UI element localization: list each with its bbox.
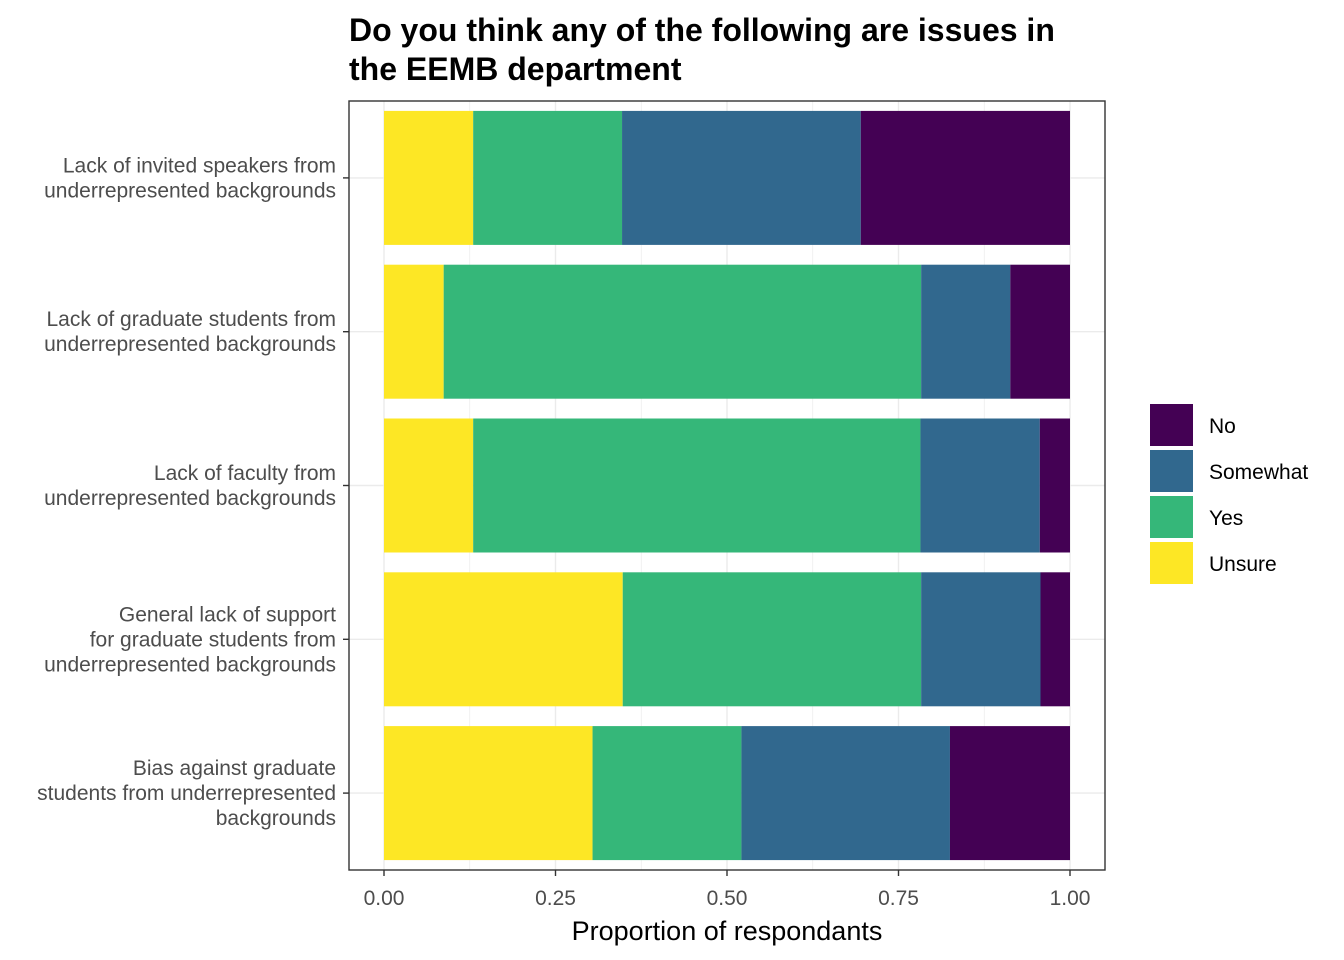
legend-label-somewhat: Somewhat [1209,461,1308,484]
chart-title-line: the EEMB department [349,51,682,87]
legend-key-unsure [1150,542,1193,584]
category-label-line: Lack of invited speakers from [63,154,336,177]
bar-segment-somewhat [741,726,950,861]
bars-group [384,110,1070,861]
bar-segment-no [1040,572,1070,707]
bar-segment-somewhat [921,264,1011,399]
category-label: Lack of graduate students from underrepre… [44,308,336,356]
chart-title: Do you think any of the following are is… [349,12,1055,87]
legend-key-somewhat [1150,450,1193,492]
x-tick-label: 1.00 [1050,887,1091,910]
category-label-line: underrepresented backgrounds [44,179,336,202]
legend-label-yes: Yes [1209,507,1243,530]
bar-segment-no [1010,264,1070,399]
bar-segment-yes [473,110,623,245]
bar-segment-unsure [384,418,474,553]
category-label: Bias against graduate students from under… [37,757,336,830]
bar-segment-no [860,110,1070,245]
x-tick-label: 0.00 [364,887,405,910]
bar-segment-unsure [384,726,593,861]
chart-title-line: Do you think any of the following are is… [349,12,1055,48]
bar-segment-no [1039,418,1070,553]
category-label-line: for graduate students from [90,628,336,651]
category-label-line: Lack of graduate students from [47,308,337,331]
bar-segment-somewhat [622,110,861,245]
x-axis-ticks: 0.00 0.25 0.50 0.75 1.00 [364,870,1091,910]
category-label-line: backgrounds [216,807,336,830]
legend-key-no [1150,404,1193,446]
category-label-line: Lack of faculty from [154,462,336,485]
bar-segment-somewhat [921,572,1041,707]
legend-label-unsure: Unsure [1209,553,1277,576]
x-tick-label: 0.50 [707,887,748,910]
bar-segment-somewhat [920,418,1040,553]
category-label-line: General lack of support [119,603,336,626]
category-labels: Lack of invited speakers from underrepres… [37,154,349,830]
category-label-line: students from underrepresented [37,782,336,805]
bar-segment-unsure [384,572,623,707]
bar-segment-no [949,726,1070,861]
category-label-line: underrepresented backgrounds [44,653,336,676]
bar-segment-yes [622,572,922,707]
legend-key-yes [1150,496,1193,538]
category-label: Lack of faculty from underrepresented bac… [44,462,336,510]
category-label-line: Bias against graduate [133,757,336,780]
legend: No Somewhat Yes Unsure [1150,404,1308,584]
x-tick-label: 0.25 [535,887,576,910]
bar-segment-unsure [384,110,474,245]
x-axis-title: Proportion of respondants [572,916,883,946]
legend-label-no: No [1209,415,1236,438]
category-label-line: underrepresented backgrounds [44,487,336,510]
category-label: General lack of support for graduate stud… [44,603,336,676]
bar-segment-yes [443,264,922,399]
bar-segment-unsure [384,264,444,399]
category-label: Lack of invited speakers from underrepres… [44,154,336,202]
bar-segment-yes [592,726,742,861]
category-label-line: underrepresented backgrounds [44,333,336,356]
x-tick-label: 0.75 [878,887,919,910]
bar-segment-yes [473,418,921,553]
